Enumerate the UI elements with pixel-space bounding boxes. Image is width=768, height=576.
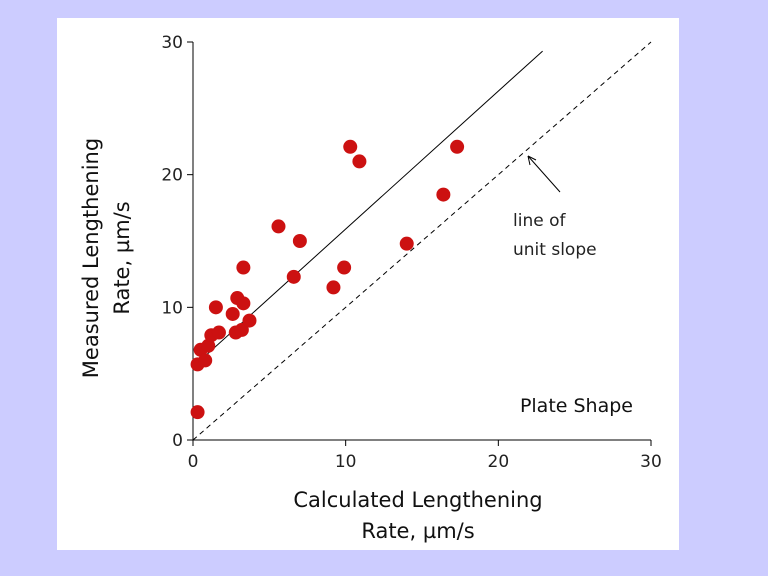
- y-axis-title-line-2: Rate, µm/s: [110, 201, 134, 314]
- x-axis-title-line-2: Rate, µm/s: [361, 519, 474, 543]
- data-point: [234, 322, 249, 337]
- data-point: [326, 280, 341, 295]
- y-tick-label: 10: [161, 298, 183, 318]
- data-point: [286, 269, 301, 284]
- data-point: [201, 338, 216, 353]
- data-point: [242, 313, 257, 328]
- data-point: [271, 219, 286, 234]
- x-tick-label: 0: [188, 452, 199, 472]
- y-tick-label: 20: [161, 166, 183, 186]
- x-tick-label: 30: [640, 452, 662, 472]
- data-point: [450, 139, 465, 154]
- data-point: [208, 300, 223, 315]
- data-point: [236, 296, 251, 311]
- annotation-arrow: [527, 155, 561, 193]
- data-point: [343, 139, 358, 154]
- y-tick-label: 30: [161, 33, 183, 53]
- y-tick-label: 0: [172, 431, 183, 451]
- data-point: [211, 325, 226, 340]
- x-axis-title-line-1: Calculated Lengthening: [293, 488, 542, 512]
- data-point: [236, 260, 251, 275]
- data-point: [436, 187, 451, 202]
- axes-layer: [192, 42, 651, 441]
- x-tick-label: 20: [488, 452, 510, 472]
- chart-panel: 0 10 20 30 0 10 20 30 Calculated Lengthening Ra…: [57, 18, 679, 550]
- data-point: [352, 154, 367, 169]
- data-point: [198, 353, 213, 368]
- points-layer: [190, 139, 465, 420]
- data-point: [225, 306, 240, 321]
- panel-label: Plate Shape: [520, 395, 633, 417]
- data-point: [337, 260, 352, 275]
- x-tick-label: 10: [335, 452, 357, 472]
- data-point: [190, 405, 205, 420]
- ticks-layer: 0 10 20 30 0 10 20 30: [161, 33, 661, 472]
- annotation-line-2: unit slope: [513, 240, 597, 260]
- annotation-line-1: line of: [513, 211, 566, 231]
- data-point: [399, 236, 414, 251]
- data-point: [292, 234, 307, 248]
- unit-slope-line: [192, 41, 652, 441]
- y-axis-title-line-1: Measured Lengthening: [79, 138, 103, 378]
- scatter-chart: 0 10 20 30 0 10 20 30 Calculated Lengthening Ra…: [79, 33, 662, 543]
